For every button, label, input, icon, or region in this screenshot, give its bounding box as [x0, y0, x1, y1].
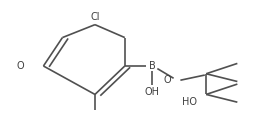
Text: HO: HO: [182, 97, 197, 107]
Text: Cl: Cl: [90, 12, 100, 22]
Text: B: B: [149, 61, 155, 71]
Text: OH: OH: [144, 87, 159, 97]
Text: O: O: [163, 75, 171, 85]
Text: O: O: [17, 61, 24, 71]
